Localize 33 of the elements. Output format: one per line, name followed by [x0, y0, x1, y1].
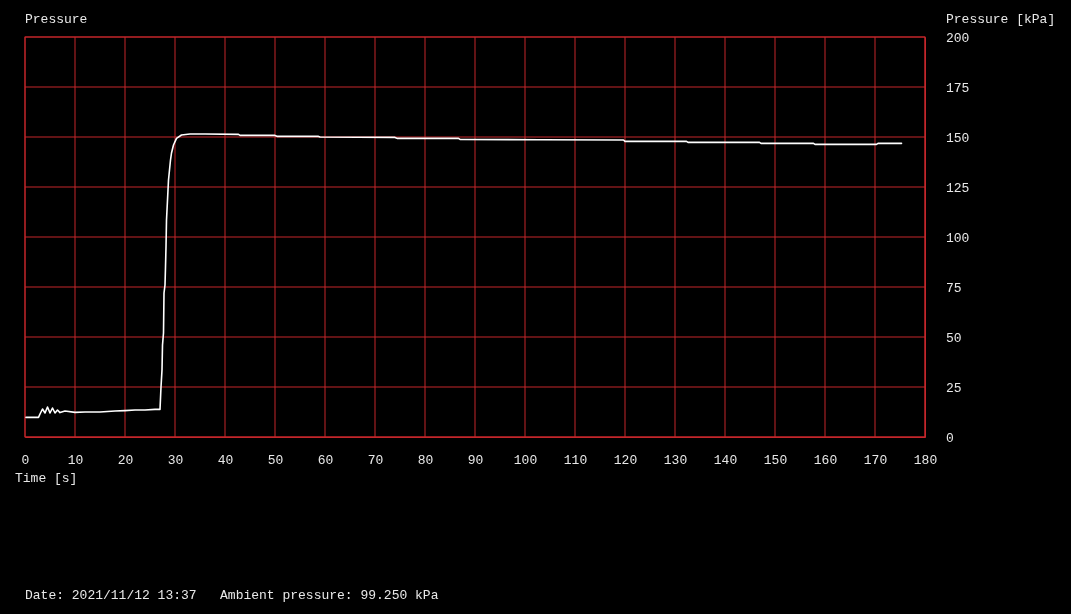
- x-tick-label: 120: [613, 453, 638, 469]
- x-tick-label: 60: [317, 453, 334, 469]
- x-axis-title: Time [s]: [15, 471, 78, 486]
- x-tick-label: 150: [763, 453, 788, 469]
- y-tick-label: 100: [946, 230, 970, 246]
- y-tick-label: 200: [946, 30, 970, 46]
- x-tick-label: 160: [813, 453, 838, 469]
- x-tick-label: 100: [513, 453, 538, 469]
- y-axis-title: Pressure [kPa]: [946, 12, 1056, 27]
- x-tick-label: 90: [467, 453, 484, 469]
- x-tick-label: 0: [21, 453, 30, 469]
- x-tick-label: 180: [913, 453, 938, 469]
- x-tick-label: 110: [563, 453, 588, 469]
- y-tick-label: 50: [946, 330, 962, 346]
- x-tick-label: 50: [267, 453, 284, 469]
- y-tick-label: 175: [946, 80, 970, 96]
- text: Date: 2021/11/12 13:37 Ambient pressure: 99.250 kPa: [25, 588, 439, 603]
- y-tick-label: 0: [946, 430, 954, 446]
- x-tick-label: 170: [863, 453, 888, 469]
- x-tick-label: 140: [713, 453, 738, 469]
- line-series: [25, 133, 903, 419]
- y-tick-label: 75: [946, 280, 962, 296]
- x-tick-label: 40: [217, 453, 234, 469]
- x-tick-label: 10: [67, 453, 84, 469]
- x-tick-label: 130: [663, 453, 688, 469]
- y-tick-label: 150: [946, 130, 970, 146]
- x-tick-label: 30: [167, 453, 184, 469]
- y-tick-label: 125: [946, 180, 970, 196]
- x-tick-label: 80: [417, 453, 434, 469]
- x-tick-label: 20: [117, 453, 134, 469]
- x-tick-label: 70: [367, 453, 384, 469]
- y-tick-label: 25: [946, 380, 962, 396]
- chart-title: Pressure: [25, 12, 88, 27]
